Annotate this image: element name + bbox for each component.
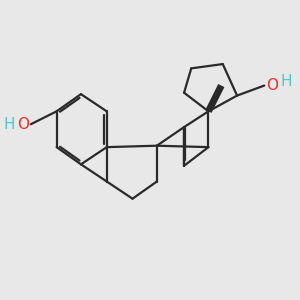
Text: H: H	[4, 117, 15, 132]
Text: O: O	[266, 78, 278, 93]
Text: H: H	[280, 74, 292, 89]
Text: O: O	[17, 117, 29, 132]
